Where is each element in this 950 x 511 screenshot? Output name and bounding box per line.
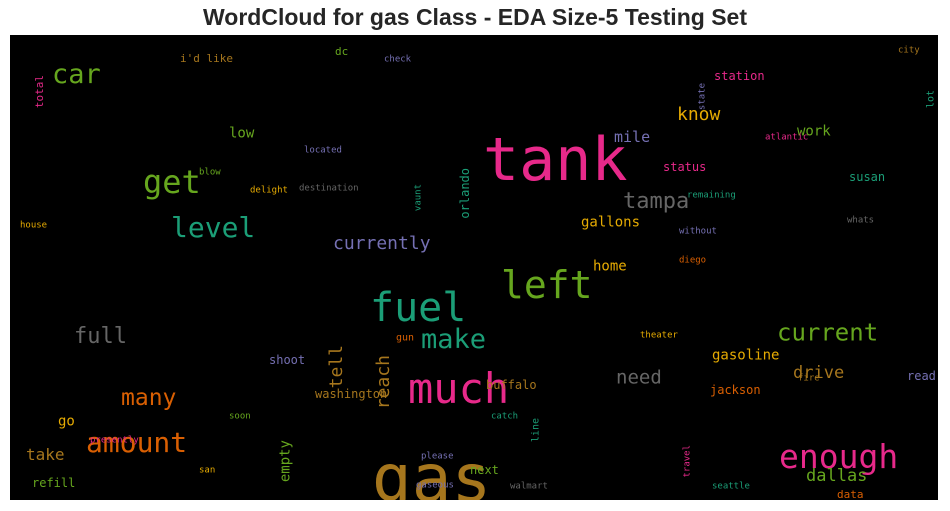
word-soon: soon — [229, 412, 251, 422]
word-station: station — [714, 69, 765, 83]
word-whats: whats — [847, 216, 874, 226]
word-mile: mile — [614, 128, 650, 146]
word-walmart: walmart — [510, 482, 548, 492]
word-enough: enough — [779, 437, 898, 476]
word-presently: presently — [90, 436, 139, 446]
word-next: next — [470, 463, 499, 477]
word-without: without — [679, 227, 717, 237]
word-left: left — [501, 263, 593, 307]
word-home: home — [593, 259, 627, 275]
word-amount: amount — [86, 426, 187, 459]
word-fuel: fuel — [370, 285, 466, 331]
word-catch: catch — [491, 412, 518, 422]
word-fire: fire — [798, 374, 820, 384]
word-full: full — [74, 324, 127, 349]
word-total: total — [33, 75, 46, 108]
word-make: make — [421, 324, 486, 355]
word-vaunt: vaunt — [414, 184, 424, 211]
word-san: san — [199, 466, 215, 476]
word-line: line — [530, 418, 541, 442]
word-tell: tell — [326, 345, 347, 388]
word-get: get — [143, 163, 201, 201]
word-jackson: jackson — [710, 383, 761, 397]
word-know: know — [677, 104, 721, 125]
word-gas: gas — [372, 440, 491, 500]
word-check: check — [384, 55, 412, 65]
word-seattle: seattle — [712, 482, 750, 492]
word-need: need — [616, 367, 662, 389]
word-buffalo: buffalo — [486, 378, 537, 392]
word-car: car — [52, 59, 101, 90]
word-go: go — [58, 414, 75, 430]
word-work: work — [797, 124, 831, 140]
word-orlando: orlando — [458, 168, 472, 219]
word-please: please — [421, 452, 454, 462]
word-reach: reach — [373, 355, 394, 409]
word-washington: washington — [315, 387, 387, 401]
wordcloud-svg: gas tank much fuel left enough get level amount c… — [20, 45, 936, 500]
word-diego: diego — [679, 256, 706, 266]
word-house: house — [20, 221, 47, 231]
word-lot: lot — [925, 90, 936, 108]
chart-title: WordCloud for gas Class - EDA Size-5 Tes… — [203, 4, 747, 30]
word-dc: dc — [335, 45, 348, 58]
word-shoot: shoot — [269, 353, 305, 367]
word-tank: tank — [483, 125, 628, 195]
word-currently: currently — [333, 233, 431, 254]
word-travel: travel — [683, 445, 693, 478]
word-dallas: dallas — [806, 466, 867, 486]
word-drive: drive — [793, 363, 844, 383]
word-gun: gun — [396, 332, 414, 343]
word-much: much — [408, 364, 509, 413]
word-remaining: remaining — [687, 191, 736, 201]
word-many: many — [121, 385, 176, 411]
word-empty: empty — [278, 440, 294, 482]
word-state: state — [698, 83, 708, 110]
word-susan: susan — [849, 170, 885, 184]
word-level: level — [171, 211, 255, 244]
word-take: take — [26, 445, 65, 464]
word-destination: destination — [299, 184, 359, 194]
word-gaseous: gaseous — [416, 481, 454, 491]
word-located: located — [304, 146, 342, 156]
word-atlantic: atlantic — [765, 133, 808, 143]
word-current: current — [777, 319, 878, 347]
word-delight: delight — [250, 186, 288, 196]
word-refill: refill — [32, 476, 75, 490]
word-theater: theater — [640, 331, 679, 341]
word-blow: blow — [199, 168, 221, 178]
word-data: data — [837, 488, 864, 500]
wordcloud-panel: gas tank much fuel left enough get level amount c… — [10, 35, 938, 500]
word-gallons: gallons — [581, 215, 640, 231]
word-status: status — [663, 160, 706, 174]
word-tampa: tampa — [623, 189, 689, 214]
word-low: low — [229, 126, 255, 142]
word-gasoline: gasoline — [712, 348, 779, 364]
word-i-d-like: i'd like — [180, 52, 233, 65]
word-city: city — [898, 46, 920, 56]
word-read: read — [907, 369, 936, 383]
